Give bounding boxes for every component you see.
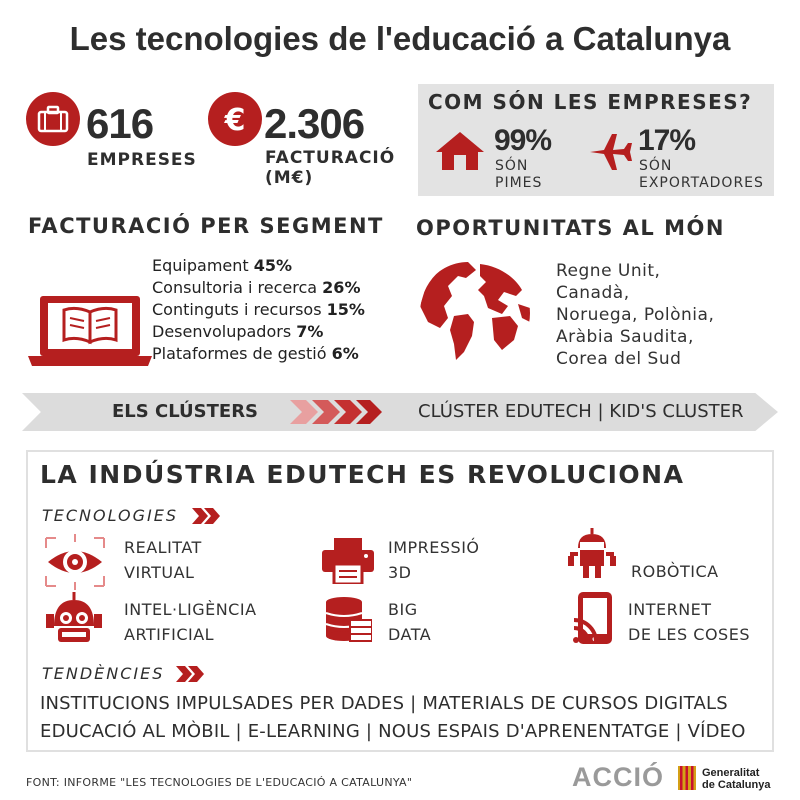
trends-label: TENDÈNCIES bbox=[42, 664, 165, 683]
revenue-label-line1: FACTURACIÓ bbox=[265, 148, 396, 168]
companies-label: EMPRESES bbox=[87, 150, 197, 170]
accio-logo: ACCIÓ bbox=[572, 762, 664, 792]
segments-heading: FACTURACIÓ PER SEGMENT bbox=[28, 214, 384, 238]
tech-vr-label: REALITAT VIRTUAL bbox=[124, 538, 202, 582]
tech-bigdata-label: BIG DATA bbox=[388, 600, 432, 644]
iot-phone-icon bbox=[572, 592, 614, 646]
chevrons-icon bbox=[290, 400, 386, 424]
tech-robotics-label: ROBÒTICA bbox=[631, 562, 719, 581]
country-line: Corea del Sud bbox=[556, 349, 682, 369]
trends-line-2: EDUCACIÓ AL MÒBIL | E-LEARNING | NOUS ES… bbox=[40, 721, 746, 742]
double-chevron-icon bbox=[176, 666, 206, 682]
country-line: Canadà, bbox=[556, 283, 630, 303]
technologies-label: TECNOLOGIES bbox=[42, 506, 179, 525]
clusters-list: CLÚSTER EDUTECH | KID'S CLUSTER bbox=[418, 401, 744, 422]
revenue-label: FACTURACIÓ (M€) bbox=[265, 148, 395, 188]
tech-ai-label: INTEL·LIGÈNCIA ARTIFICIAL bbox=[124, 600, 257, 644]
sme-value: 99% bbox=[494, 124, 552, 157]
ai-robot-head-icon bbox=[46, 592, 102, 644]
exporters-label-line2: EXPORTADORES bbox=[639, 175, 764, 191]
sme-label-line2: PIMES bbox=[495, 175, 543, 191]
country-line: Regne Unit, bbox=[556, 261, 661, 281]
segment-item: Consultoria i recerca 26% bbox=[152, 278, 361, 297]
laptop-book-icon bbox=[28, 294, 152, 368]
segment-item: Continguts i recursos 15% bbox=[152, 300, 365, 319]
page-title: Les tecnologies de l'educació a Cataluny… bbox=[69, 20, 731, 57]
briefcase-icon bbox=[26, 92, 80, 146]
generalitat-logo-icon bbox=[678, 766, 696, 790]
vr-eye-icon bbox=[42, 534, 108, 590]
segments-list: Equipament 45% Consultoria i recerca 26%… bbox=[152, 255, 365, 365]
country-line: Noruega, Polònia, bbox=[556, 305, 715, 325]
database-icon bbox=[324, 596, 373, 644]
sme-label-line1: SÓN bbox=[495, 158, 529, 174]
revolution-panel bbox=[26, 450, 774, 752]
robot-icon bbox=[566, 528, 618, 580]
exporters-label-line1: SÓN bbox=[639, 158, 673, 174]
revenue-label-line2: (M€) bbox=[265, 168, 314, 188]
trends-line-1: INSTITUCIONS IMPULSADES PER DADES | MATE… bbox=[40, 693, 728, 714]
house-icon bbox=[434, 130, 486, 172]
exporters-value: 17% bbox=[638, 124, 696, 157]
revolution-heading: LA INDÚSTRIA EDUTECH ES REVOLUCIONA bbox=[40, 460, 685, 489]
globe-icon bbox=[418, 256, 532, 370]
printer-icon bbox=[322, 538, 374, 586]
opportunities-list: Regne Unit, Canadà, Noruega, Polònia, Ar… bbox=[556, 260, 714, 370]
airplane-icon bbox=[586, 130, 634, 174]
segment-item: Equipament 45% bbox=[152, 256, 293, 275]
opportunities-heading: OPORTUNITATS AL MÓN bbox=[416, 216, 725, 240]
exporters-label: SÓN EXPORTADORES bbox=[639, 158, 764, 192]
clusters-band bbox=[22, 393, 778, 431]
country-line: Aràbia Saudita, bbox=[556, 327, 694, 347]
double-chevron-icon bbox=[192, 508, 222, 524]
segment-item: Plataformes de gestió 6% bbox=[152, 344, 359, 363]
segment-item: Desenvolupadors 7% bbox=[152, 322, 324, 341]
clusters-label: ELS CLÚSTERS bbox=[112, 401, 259, 422]
revenue-value: 2.306 bbox=[264, 100, 365, 147]
source-note: FONT: INFORME "LES TECNOLOGIES DE L'EDUC… bbox=[26, 776, 413, 789]
company-profile-panel bbox=[418, 84, 774, 196]
tech-printing-label: IMPRESSIÓ 3D bbox=[388, 538, 480, 582]
generalitat-logo-text: Generalitat de Catalunya bbox=[702, 767, 771, 791]
sme-label: SÓN PIMES bbox=[495, 158, 542, 192]
euro-icon: € bbox=[208, 92, 262, 146]
euro-symbol: € bbox=[224, 103, 246, 138]
companies-value: 616 bbox=[86, 100, 154, 147]
company-profile-heading: COM SÓN LES EMPRESES? bbox=[428, 90, 753, 114]
tech-iot-label: INTERNET DE LES COSES bbox=[628, 600, 750, 644]
